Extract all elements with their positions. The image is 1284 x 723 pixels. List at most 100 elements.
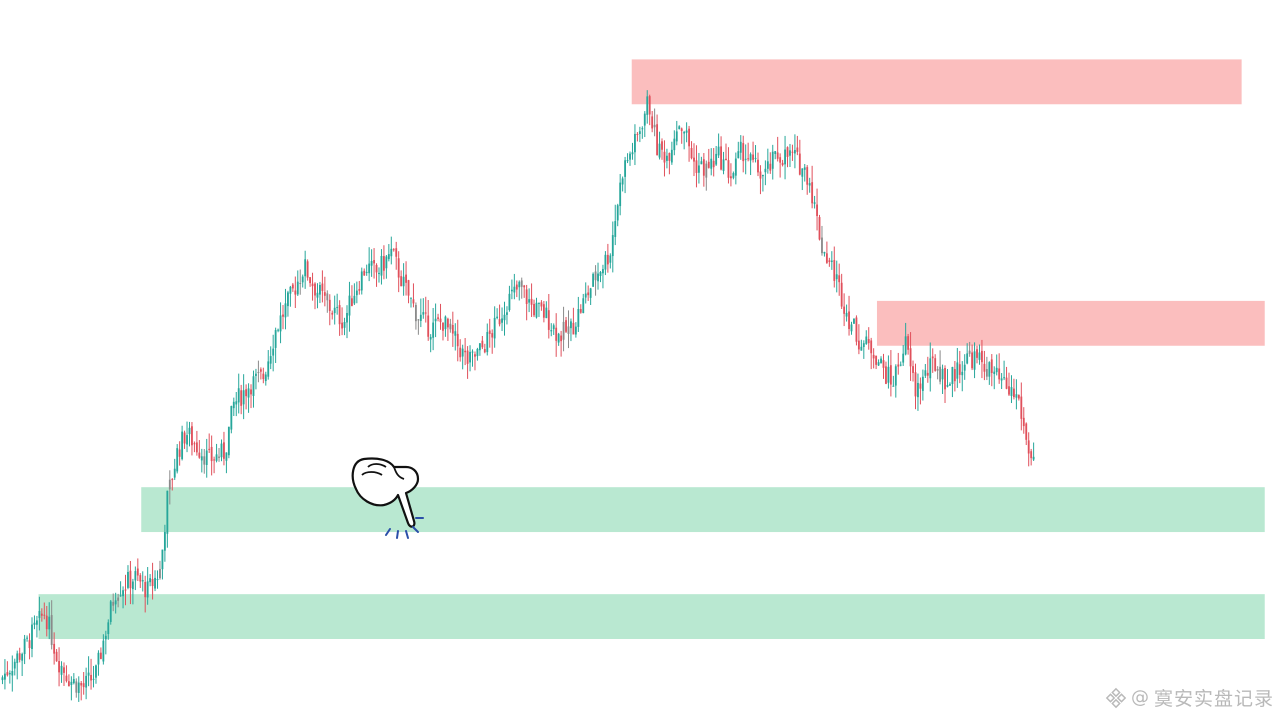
candle-body — [139, 575, 142, 582]
candle — [545, 301, 548, 319]
candle — [410, 297, 412, 308]
candle-body — [737, 151, 740, 159]
candle — [887, 355, 890, 389]
candle-body — [577, 308, 580, 327]
candle — [535, 297, 538, 319]
candle — [343, 317, 346, 336]
candle — [855, 315, 858, 346]
candle-body — [314, 283, 316, 296]
candle-body — [870, 340, 873, 354]
candle — [530, 283, 533, 317]
candle-body — [757, 159, 759, 173]
candle — [693, 143, 695, 177]
candle — [1025, 422, 1028, 446]
candle — [631, 142, 634, 160]
candle-body — [124, 589, 127, 591]
candle — [461, 344, 464, 370]
candle-body — [675, 131, 678, 142]
candle — [577, 296, 580, 332]
annotation-layer — [351, 457, 424, 539]
candle — [853, 318, 855, 324]
candle — [1020, 382, 1023, 431]
candle-body — [688, 128, 691, 147]
candle-body — [338, 305, 341, 325]
candle-body — [191, 426, 193, 446]
candle-body — [26, 637, 28, 639]
candle — [907, 333, 910, 355]
candle — [38, 596, 41, 631]
candle-body — [779, 157, 782, 163]
candle — [262, 367, 265, 384]
demand-zone-3 — [141, 487, 1265, 533]
candle-body — [712, 160, 715, 168]
candle-body — [444, 316, 447, 330]
candle-body — [872, 354, 875, 359]
candle-body — [538, 302, 540, 304]
candles-layer — [1, 90, 1035, 702]
candle — [737, 141, 740, 159]
candle-body — [670, 149, 673, 163]
candle — [508, 285, 511, 312]
candle — [582, 293, 585, 314]
candle-body — [968, 350, 971, 354]
candle — [661, 138, 663, 160]
candle-body — [373, 260, 375, 264]
candle-body — [446, 318, 449, 328]
candle-body — [232, 401, 235, 409]
candle — [8, 670, 11, 684]
candle-body — [156, 579, 159, 581]
candle-body — [55, 651, 58, 662]
candle — [983, 350, 986, 381]
candle — [203, 449, 206, 474]
candle-body — [917, 382, 919, 398]
candle-body — [739, 141, 742, 153]
candle-body — [387, 254, 390, 260]
watermark-handle: 寞安实盘记录 — [1153, 688, 1274, 710]
candle — [28, 633, 31, 660]
candle — [634, 124, 636, 166]
candle-body — [35, 620, 38, 625]
candle-body — [885, 366, 887, 384]
candle-body — [311, 283, 314, 287]
candle — [953, 360, 956, 392]
candle — [336, 293, 339, 315]
candle-body — [454, 331, 457, 336]
candle — [643, 111, 646, 138]
candle-body — [491, 333, 494, 338]
candle-body — [252, 376, 255, 396]
candle — [688, 125, 691, 162]
candle — [572, 307, 575, 335]
candle-body — [117, 597, 120, 601]
candle-body — [237, 388, 240, 403]
candle-body — [213, 459, 216, 461]
candle-body — [926, 372, 929, 376]
candle — [712, 148, 715, 177]
candle-body — [173, 468, 176, 478]
candle — [80, 680, 83, 701]
candle-body — [486, 332, 489, 353]
candle-body — [1003, 377, 1006, 379]
candle-body — [63, 667, 65, 673]
candle — [715, 145, 718, 166]
candle — [594, 265, 597, 296]
candle-body — [808, 183, 811, 186]
candle — [710, 148, 713, 176]
candle — [885, 361, 887, 385]
candle — [781, 159, 784, 167]
candle — [102, 634, 105, 665]
candle-body — [961, 371, 964, 376]
candle — [606, 243, 609, 273]
candle — [498, 304, 501, 327]
candle-body — [513, 286, 516, 293]
candle — [1027, 432, 1030, 467]
candle-body — [855, 317, 858, 342]
candle — [154, 570, 156, 592]
candle — [242, 374, 245, 420]
candle-body — [304, 259, 307, 277]
candle — [205, 438, 208, 478]
candle-body — [119, 595, 122, 597]
candle — [257, 360, 260, 383]
candle — [488, 318, 491, 348]
candle — [427, 300, 430, 341]
